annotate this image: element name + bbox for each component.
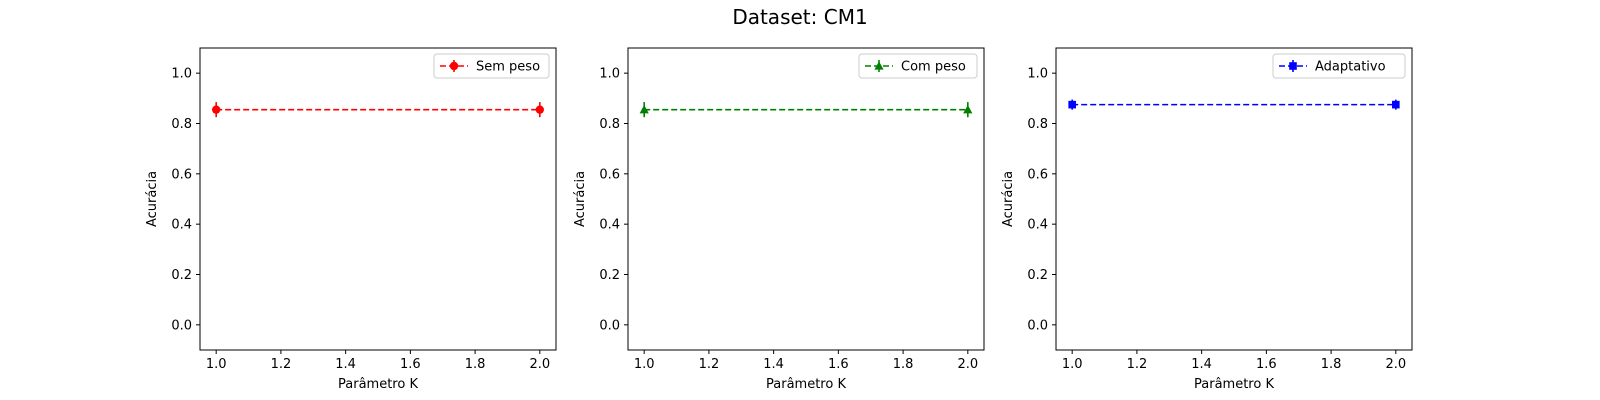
- x-tick-label: 1.6: [400, 357, 421, 372]
- subplot-2: 1.0 1.2 1.4 1.6 1.8 2.0 0.0 0.2 0.4 0.6 0.8 1.0 Parâ…: [573, 47, 985, 392]
- y-tick-label: 0.6: [1027, 167, 1048, 182]
- x-axis-label: Parâmetro K: [766, 377, 846, 392]
- x-tick-label: 1.8: [465, 357, 486, 372]
- x-tick-label: 2.0: [529, 357, 550, 372]
- y-tick-label: 0.2: [1027, 268, 1048, 283]
- x-tick-label: 1.2: [271, 357, 292, 372]
- y-tick-label: 0.4: [171, 218, 192, 233]
- y-axis-label: Acurácia: [573, 171, 588, 227]
- legend-marker: [449, 61, 459, 71]
- axes-frame: [627, 47, 985, 351]
- data-point: [535, 105, 545, 114]
- subplot-3: 1.0 1.2 1.4 1.6 1.8 2.0 0.0 0.2 0.4 0.6 0.8 1.0 Parâ…: [1001, 47, 1413, 392]
- legend-label: Adaptativo: [1315, 60, 1386, 75]
- legend: Com peso: [858, 53, 978, 79]
- y-tick-label: 0.0: [599, 318, 620, 333]
- y-tick-label: 0.8: [171, 117, 192, 132]
- x-tick-label: 1.8: [893, 357, 914, 372]
- y-tick-label: 0.8: [599, 117, 620, 132]
- subplot-1: 1.0 1.2 1.4 1.6 1.8 2.0 0.0 0.2 0.4 0.6 0.8 1.0 Parâ…: [145, 47, 557, 392]
- data-point: [211, 105, 221, 114]
- axes-frame: [199, 47, 557, 351]
- x-tick-label: 1.0: [634, 357, 655, 372]
- y-tick-label: 1.0: [599, 67, 620, 82]
- data-point: [1392, 100, 1400, 109]
- legend-marker: [874, 61, 884, 70]
- x-tick-label: 1.4: [1191, 357, 1212, 372]
- x-tick-label: 2.0: [957, 357, 978, 372]
- legend-box: [858, 53, 978, 79]
- legend-label: Sem peso: [476, 60, 540, 75]
- x-axis-label: Parâmetro K: [338, 377, 418, 392]
- y-tick-label: 0.6: [171, 167, 192, 182]
- x-tick-label: 1.0: [206, 357, 227, 372]
- x-tick-label: 1.6: [1256, 357, 1277, 372]
- legend-box: [1272, 53, 1406, 79]
- x-tick-label: 1.4: [763, 357, 784, 372]
- y-tick-label: 1.0: [171, 67, 192, 82]
- y-tick-label: 0.2: [599, 268, 620, 283]
- data-point: [963, 105, 973, 114]
- subplots: 1.0 1.2 1.4 1.6 1.8 2.0 0.0 0.2 0.4 0.6 0.8 1.0 Parâ…: [145, 47, 1413, 392]
- data-point: [1068, 100, 1076, 109]
- y-tick-label: 0.0: [1027, 318, 1048, 333]
- legend-box: [433, 53, 550, 79]
- legend-label: Com peso: [901, 60, 966, 75]
- x-tick-label: 1.8: [1321, 357, 1342, 372]
- y-tick-label: 0.4: [1027, 218, 1048, 233]
- axes-frame: [1055, 47, 1413, 351]
- x-tick-label: 1.2: [699, 357, 720, 372]
- y-tick-label: 0.0: [171, 318, 192, 333]
- y-tick-label: 0.6: [599, 167, 620, 182]
- y-axis-label: Acurácia: [1001, 171, 1016, 227]
- x-tick-label: 2.0: [1385, 357, 1406, 372]
- y-tick-label: 0.8: [1027, 117, 1048, 132]
- data-point: [639, 105, 649, 114]
- legend: Adaptativo: [1272, 53, 1406, 79]
- x-tick-label: 1.4: [335, 357, 356, 372]
- legend-marker: [1289, 62, 1297, 70]
- figure-title: Dataset: CM1: [732, 5, 867, 29]
- y-axis-label: Acurácia: [145, 171, 160, 227]
- legend: Sem peso: [433, 53, 550, 79]
- x-tick-label: 1.2: [1127, 357, 1148, 372]
- y-tick-label: 1.0: [1027, 67, 1048, 82]
- y-tick-label: 0.2: [171, 268, 192, 283]
- x-axis-label: Parâmetro K: [1194, 377, 1274, 392]
- x-tick-label: 1.6: [828, 357, 849, 372]
- x-tick-label: 1.0: [1062, 357, 1083, 372]
- y-tick-label: 0.4: [599, 218, 620, 233]
